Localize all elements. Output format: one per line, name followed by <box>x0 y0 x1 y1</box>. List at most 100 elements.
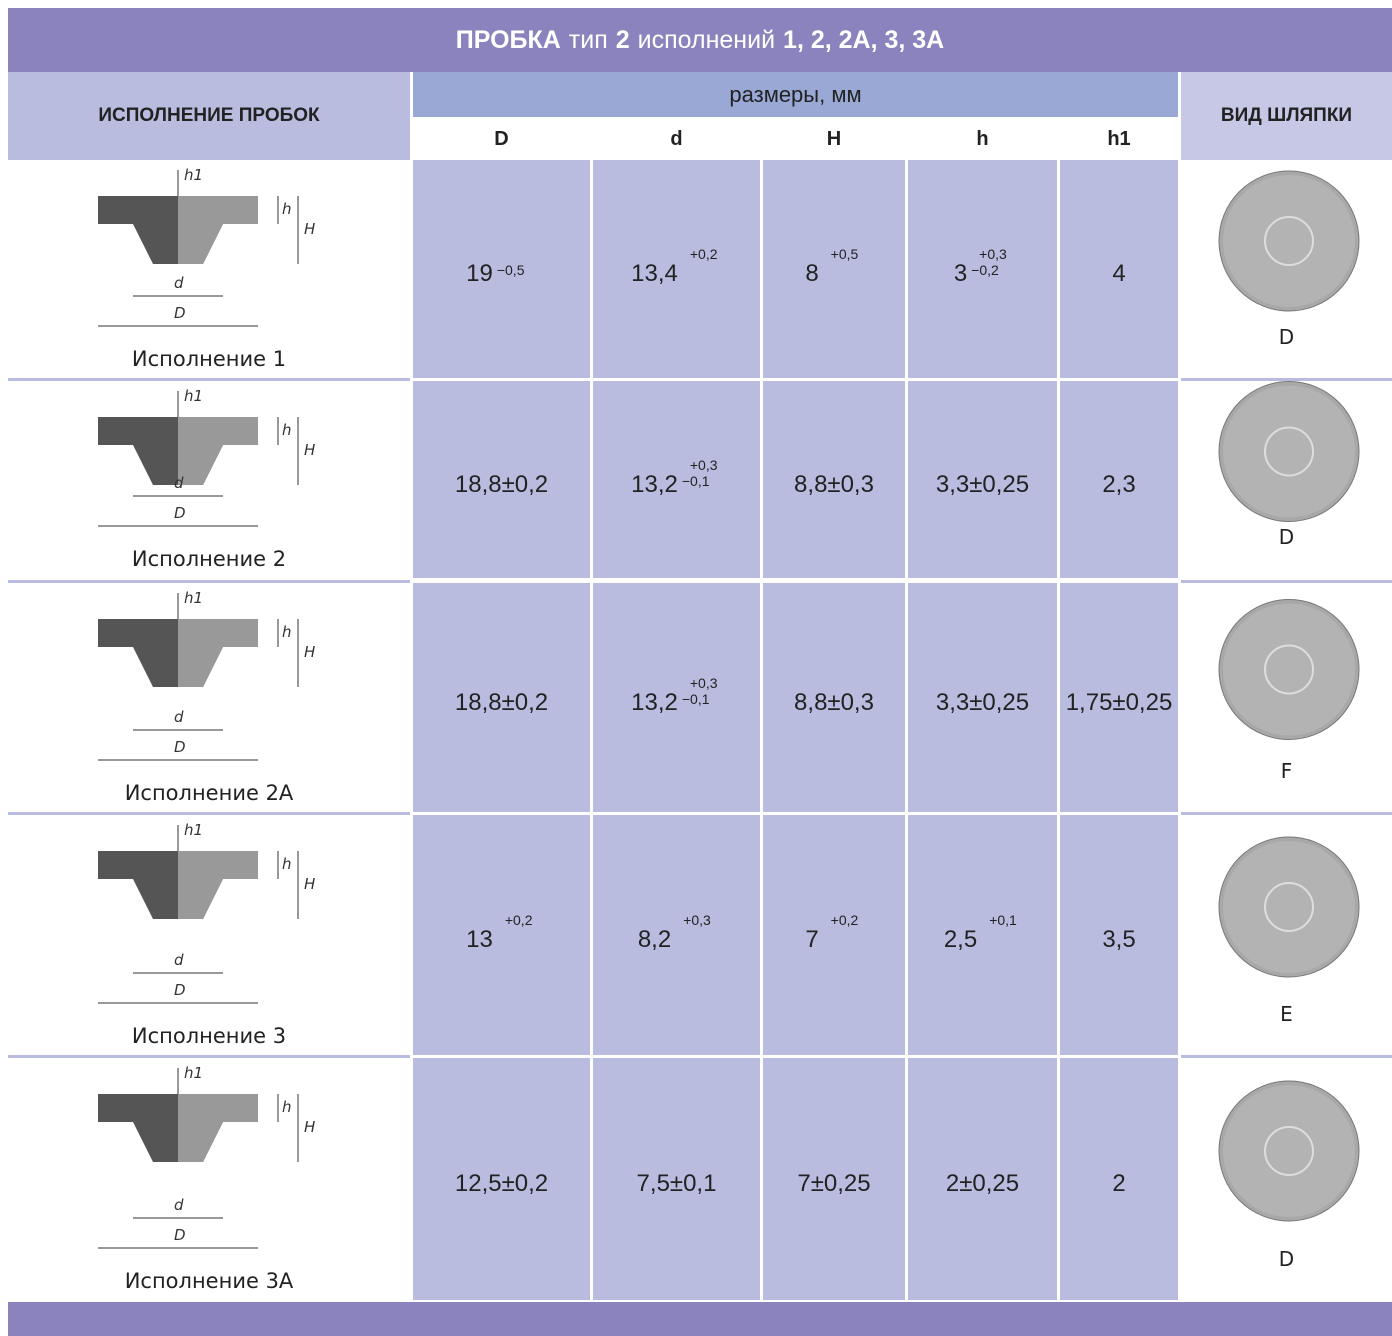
hat-shape <box>1223 175 1355 307</box>
tolerance-lower: −0,5 <box>496 262 525 278</box>
value-cell: 3 +0,3 −0,2 <box>908 160 1057 378</box>
tolerance: +0,1 <box>981 912 1021 960</box>
drawing-label: H <box>304 1118 315 1136</box>
drawing-label: h <box>282 1098 292 1116</box>
value-main: 12,5±0,2 <box>454 1170 549 1197</box>
dim-header: h1 <box>1060 118 1178 160</box>
value-main: 2,5 <box>943 926 978 953</box>
hat-shape <box>1223 385 1355 518</box>
hat-drawing <box>1218 599 1360 740</box>
hat-label: D <box>1278 525 1295 549</box>
row-separator <box>1181 812 1392 815</box>
dim-header: D <box>413 118 590 160</box>
drawing-label: H <box>304 220 315 238</box>
row-separator <box>8 580 410 583</box>
row-caption: Исполнение 1 <box>131 347 287 371</box>
tolerance-upper: +0,3 <box>683 912 711 928</box>
drawing-shape <box>178 196 258 264</box>
value-cell: 8 +0,5 <box>763 160 905 378</box>
value-cell: 2,3 <box>1060 381 1178 578</box>
tolerance: −0,5 <box>497 254 537 294</box>
hat-shape <box>1264 216 1314 266</box>
tolerance-upper: +0,2 <box>689 246 718 262</box>
value-cell: 13,4 +0,2 <box>593 160 760 378</box>
drawing-label: H <box>304 441 315 459</box>
value-main: 2 <box>1112 1170 1126 1197</box>
header-group: размеры, мм <box>413 72 1178 117</box>
value-cell: 7±0,25 <box>763 1058 905 1300</box>
value-main: 19 <box>466 260 493 287</box>
value-main: 13 <box>466 926 493 953</box>
value-main: 18,8±0,2 <box>454 470 549 498</box>
drawing-label: D <box>174 981 186 999</box>
row-caption: Исполнение 2А <box>124 781 294 805</box>
tolerance-upper: +0,5 <box>830 246 859 262</box>
value-cell: 2 <box>1060 1058 1178 1300</box>
value-cell: 2±0,25 <box>908 1058 1057 1300</box>
drawing-label: d <box>174 708 184 726</box>
hat-drawing <box>1218 1080 1360 1222</box>
value-main: 3 <box>953 260 968 287</box>
drawing-label: D <box>174 1226 186 1244</box>
drawing-label: d <box>174 1196 184 1214</box>
value-cell: 1,75±0,25 <box>1060 583 1178 812</box>
title-part: тип <box>568 25 608 54</box>
value-main: 3,3±0,25 <box>935 470 1030 498</box>
value-main: 7±0,25 <box>797 1170 871 1197</box>
row-separator <box>8 1055 410 1058</box>
drawing-label: h1 <box>184 589 203 607</box>
value-main: 2,3 <box>1102 470 1136 498</box>
hat-label: D <box>1278 1247 1295 1271</box>
drawing-label: d <box>174 951 184 969</box>
hat-shape <box>1223 841 1355 973</box>
row-separator <box>1181 580 1392 583</box>
hat-shape <box>1264 644 1314 695</box>
row-caption: Исполнение 3 <box>131 1024 287 1048</box>
tolerance: +0,2 <box>823 912 863 960</box>
row-separator <box>1181 378 1392 381</box>
drawing-label: h1 <box>184 166 203 184</box>
value-cell: 12,5±0,2 <box>413 1058 590 1300</box>
tolerance: +0,3 −0,1 <box>682 457 722 505</box>
value-cell: 8,2 +0,3 <box>593 815 760 1055</box>
value-main: 7 <box>805 926 819 953</box>
hat-drawing <box>1218 170 1360 312</box>
value-main: 7,5±0,1 <box>636 1170 717 1197</box>
dim-header: h <box>908 118 1057 160</box>
row-caption: Исполнение 3А <box>124 1269 294 1293</box>
value-cell: 8,8±0,3 <box>763 583 905 812</box>
drawing-label: d <box>174 274 184 292</box>
tolerance: +0,3 −0,1 <box>681 675 722 723</box>
title-part: ПРОБКА <box>455 25 561 54</box>
value-cell: 8,8±0,3 <box>763 381 905 578</box>
value-main: 4 <box>1112 260 1126 287</box>
row-separator <box>8 812 410 815</box>
hat-drawing <box>1218 836 1360 978</box>
drawing-shape <box>178 851 258 919</box>
value-main: 8 <box>805 260 819 287</box>
hat-label: D <box>1278 325 1295 349</box>
tolerance-upper: +0,3 <box>979 246 1007 262</box>
tolerance: +0,3 <box>675 912 715 960</box>
tolerance-lower: −0,2 <box>971 262 999 278</box>
hat-label: E <box>1280 1002 1293 1026</box>
tolerance: +0,2 <box>682 246 722 294</box>
drawing-label: h <box>282 855 292 873</box>
hat-drawing <box>1218 381 1360 522</box>
row-separator <box>1181 1055 1392 1058</box>
drawing-label: h1 <box>184 387 203 405</box>
value-cell: 7,5±0,1 <box>593 1058 760 1300</box>
tolerance-lower: −0,1 <box>681 690 710 707</box>
hat-shape <box>1223 603 1355 736</box>
drawing-label: h <box>282 623 292 641</box>
drawing-shape <box>178 619 258 687</box>
title-part: 1, 2, 2А, 3, 3А <box>783 25 945 54</box>
title-part: исполнений <box>637 25 776 54</box>
drawing-label: h <box>282 421 292 439</box>
footer-bar <box>8 1302 1392 1336</box>
value-cell: 13 +0,2 <box>413 815 590 1055</box>
